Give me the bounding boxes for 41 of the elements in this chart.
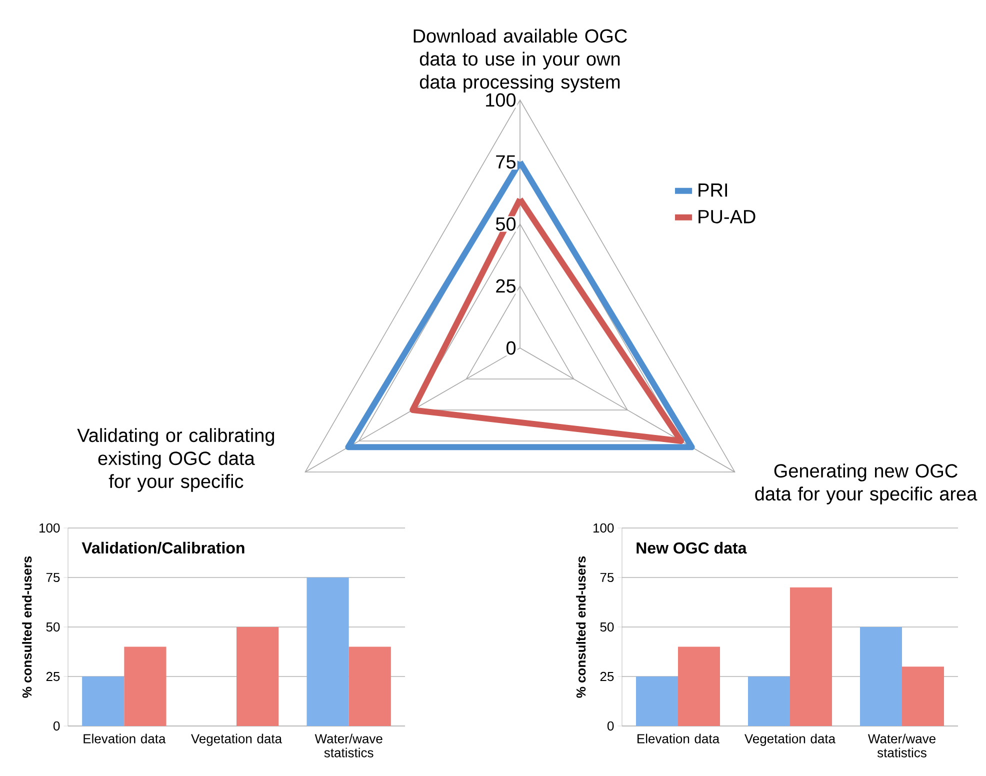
text: Validation/Calibration (82, 542, 244, 554)
y-tick-label: 75 (46, 572, 60, 582)
y-tick-label: 0 (607, 721, 614, 731)
spoke-label: Validating or calibrating existing OGC data for your specific (77, 428, 274, 492)
y-tick-label: 75 (496, 155, 516, 169)
x-tick-label: Water/wave statistics (868, 734, 936, 758)
bar (748, 676, 790, 726)
x-tick-label: Elevation data (84, 734, 166, 744)
spoke-label: Download available OGC data to use in your own data processing system (414, 28, 627, 92)
bar (82, 676, 124, 726)
bar (306, 577, 349, 726)
bar (860, 626, 902, 726)
legend-label: PRI (698, 184, 727, 197)
y-tick-label: 100 (594, 523, 614, 533)
y-tick-label: 25 (600, 672, 614, 682)
y-tick-label: 0 (53, 721, 60, 731)
bar (348, 646, 391, 726)
bar (236, 626, 279, 726)
y-tick-label: 100 (486, 93, 516, 107)
bar (902, 666, 944, 726)
y-tick-label: 25 (496, 279, 516, 293)
bar (636, 676, 678, 726)
y-tick-label: 75 (600, 572, 614, 582)
x-tick-label: Water/wave statistics (314, 734, 382, 758)
x-tick-label: Vegetation data (744, 734, 836, 746)
y-tick-label: 100 (40, 523, 60, 533)
x-tick-label: Vegetation data (191, 734, 282, 746)
y-axis-title: % consulted end-users (576, 556, 586, 698)
y-tick-label: 50 (600, 622, 614, 632)
x-tick-label: Elevation data (638, 734, 720, 744)
text: New OGC data (636, 542, 747, 554)
y-tick-label: 50 (46, 622, 60, 632)
y-tick-label: 50 (496, 217, 516, 231)
y-tick-label: 0 (506, 341, 516, 355)
bar (790, 587, 832, 726)
bar (124, 646, 166, 726)
y-tick-label: 25 (46, 672, 60, 682)
y-axis-title: % consulted end-users (22, 556, 32, 698)
bar (678, 646, 720, 726)
legend-label: PU-AD (698, 210, 756, 224)
spoke-label: Generating new OGC data for your specific area (755, 464, 978, 504)
